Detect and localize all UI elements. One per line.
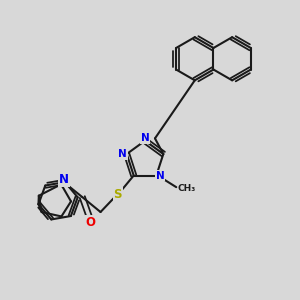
Text: N: N (59, 173, 69, 186)
Text: S: S (113, 188, 122, 201)
Text: N: N (141, 134, 149, 143)
Text: CH₃: CH₃ (178, 184, 196, 193)
Text: N: N (156, 170, 165, 181)
Text: O: O (85, 216, 96, 229)
Text: N: N (118, 149, 127, 159)
